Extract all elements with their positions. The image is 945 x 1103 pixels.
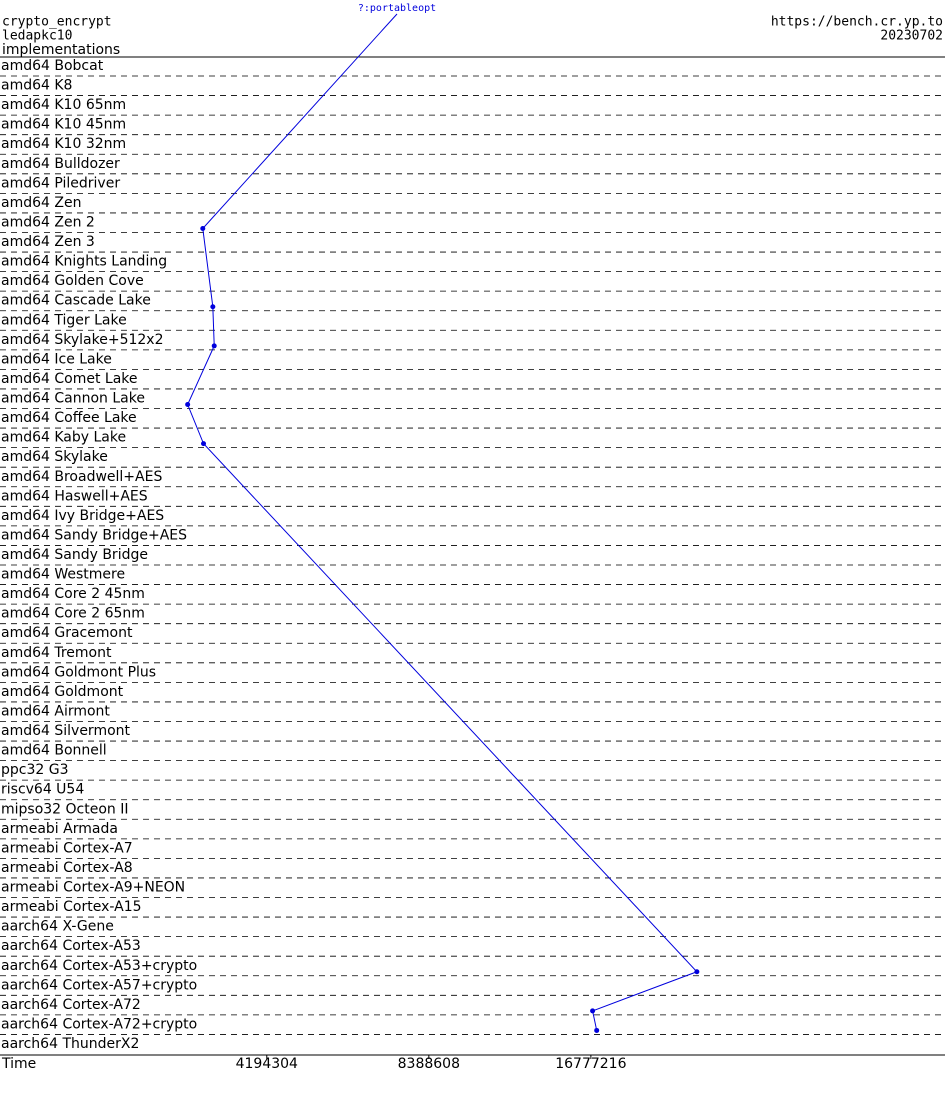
row-label: amd64 Core 2 45nm (1, 586, 145, 602)
row-label: amd64 Zen (1, 195, 81, 211)
data-point (594, 1027, 600, 1033)
row-label: armeabi Cortex-A7 (1, 840, 133, 856)
x-axis-label: Time (1, 1056, 36, 1072)
row-label: amd64 Westmere (1, 567, 125, 583)
row-label: amd64 Golden Cove (1, 273, 144, 289)
x-tick-label: 16777216 (555, 1056, 626, 1072)
row-label: amd64 Comet Lake (1, 371, 138, 387)
row-label: amd64 Airmont (1, 703, 110, 719)
row-label: amd64 Tiger Lake (1, 312, 127, 328)
chart-title: crypto_encrypt (2, 15, 112, 30)
row-label: amd64 Ice Lake (1, 351, 112, 367)
row-label: amd64 Haswell+AES (1, 488, 148, 504)
source: https://bench.cr.yp.to (771, 15, 943, 30)
row-label: riscv64 U54 (1, 782, 84, 798)
row-label: amd64 Silvermont (1, 723, 131, 739)
row-label: amd64 Bonnell (1, 743, 107, 759)
x-tick-label: 8388608 (398, 1056, 460, 1072)
row-label: ppc32 G3 (1, 762, 69, 778)
row-label: armeabi Cortex-A9+NEON (1, 880, 185, 896)
row-label: armeabi Armada (1, 821, 118, 837)
row-label: amd64 Gracemont (1, 625, 133, 641)
data-point (201, 441, 207, 447)
data-point (694, 969, 700, 975)
row-label: amd64 K8 (1, 78, 72, 94)
date: 20230702 (880, 29, 943, 44)
row-label: aarch64 Cortex-A57+crypto (1, 977, 197, 993)
row-label: aarch64 X-Gene (1, 919, 114, 935)
row-label: amd64 Zen 3 (1, 234, 95, 250)
series-line (187, 228, 698, 1031)
row-label: amd64 Ivy Bridge+AES (1, 508, 164, 524)
row-label: amd64 K10 45nm (1, 117, 126, 133)
row-label: mipso32 Octeon II (1, 801, 129, 817)
row-label: amd64 Sandy Bridge+AES (1, 527, 187, 543)
data-point (185, 402, 191, 408)
annotation: ?:portableopt (358, 3, 436, 14)
row-label: amd64 Sandy Bridge (1, 547, 148, 563)
row-label: amd64 Piledriver (1, 175, 120, 191)
row-label: amd64 Kaby Lake (1, 430, 126, 446)
data-point (590, 1008, 596, 1014)
data-point (210, 304, 216, 310)
row-label: aarch64 Cortex-A53+crypto (1, 958, 197, 974)
x-tick-label: 4194304 (236, 1056, 298, 1072)
row-label: armeabi Cortex-A8 (1, 860, 133, 876)
row-label: amd64 Broadwell+AES (1, 469, 162, 485)
row-label: aarch64 Cortex-A72 (1, 997, 141, 1013)
row-label: aarch64 ThunderX2 (1, 1036, 139, 1052)
row-label: aarch64 Cortex-A53 (1, 938, 141, 954)
data-point (211, 343, 217, 349)
row-label: aarch64 Cortex-A72+crypto (1, 1016, 197, 1032)
row-label: amd64 Goldmont Plus (1, 664, 156, 680)
row-label: amd64 Goldmont (1, 684, 124, 700)
chart-subtitle: ledapkc10 (2, 29, 72, 44)
row-label: amd64 Skylake (1, 449, 108, 465)
row-label: amd64 Skylake+512x2 (1, 332, 163, 348)
data-point (200, 225, 206, 231)
annotation-leader (202, 13, 398, 229)
row-label: amd64 K10 65nm (1, 97, 126, 113)
row-label: amd64 K10 32nm (1, 136, 126, 152)
row-label: amd64 Core 2 65nm (1, 606, 145, 622)
row-label: amd64 Cannon Lake (1, 391, 145, 407)
row-label: armeabi Cortex-A15 (1, 899, 142, 915)
row-label: amd64 Tremont (1, 645, 112, 661)
row-label: amd64 Coffee Lake (1, 410, 137, 426)
row-label: amd64 Cascade Lake (1, 293, 151, 309)
y-axis-label: implementations (2, 42, 120, 58)
row-label: amd64 Zen 2 (1, 214, 95, 230)
row-label: amd64 Bulldozer (1, 156, 120, 172)
row-label: amd64 Bobcat (1, 58, 104, 74)
row-label: amd64 Knights Landing (1, 254, 167, 270)
